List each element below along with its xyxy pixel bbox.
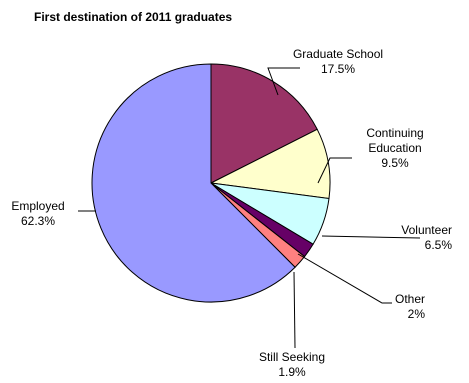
slice-label-employed: Employed 62.3% xyxy=(11,199,64,228)
slice-name-label: Employed xyxy=(11,199,64,213)
slice-name-label: Graduate School xyxy=(293,47,383,61)
slice-value-label: 2% xyxy=(408,307,426,321)
slice-value-label: 6.5% xyxy=(425,238,453,252)
slice-label-still-seeking: Still Seeking 1.9% xyxy=(259,350,325,379)
slice-labels: Graduate School 17.5% Continuing Education 9… xyxy=(11,47,452,379)
slice-name-label: Education xyxy=(368,141,421,155)
slice-label-graduate-school: Graduate School 17.5% xyxy=(293,47,383,76)
slice-name-label: Still Seeking xyxy=(259,350,325,364)
slice-label-volunteer: Volunteer 6.5% xyxy=(401,223,452,252)
leader-line-volunteer xyxy=(321,235,421,239)
slice-employed xyxy=(91,63,296,303)
leader-line-graduate-school xyxy=(267,67,300,96)
slice-name-label: Other xyxy=(395,292,425,306)
chart-title: First destination of 2011 graduates xyxy=(34,10,233,24)
slice-value-label: 62.3% xyxy=(21,214,55,228)
slice-value-label: 17.5% xyxy=(321,62,355,76)
leader-line-still-seeking xyxy=(293,271,296,349)
slice-name-label: Volunteer xyxy=(401,223,452,237)
slice-value-label: 9.5% xyxy=(381,156,409,170)
leader-line-continuing-education xyxy=(317,157,352,184)
slice-value-label: 1.9% xyxy=(278,365,306,379)
slice-label-continuing-education: Continuing Education 9.5% xyxy=(366,126,423,170)
leader-line-other xyxy=(297,253,392,304)
slice-name-label: Continuing xyxy=(366,126,423,140)
leader-lines xyxy=(78,67,421,349)
slice-label-other: Other 2% xyxy=(395,292,425,321)
pie-slices xyxy=(91,63,331,303)
